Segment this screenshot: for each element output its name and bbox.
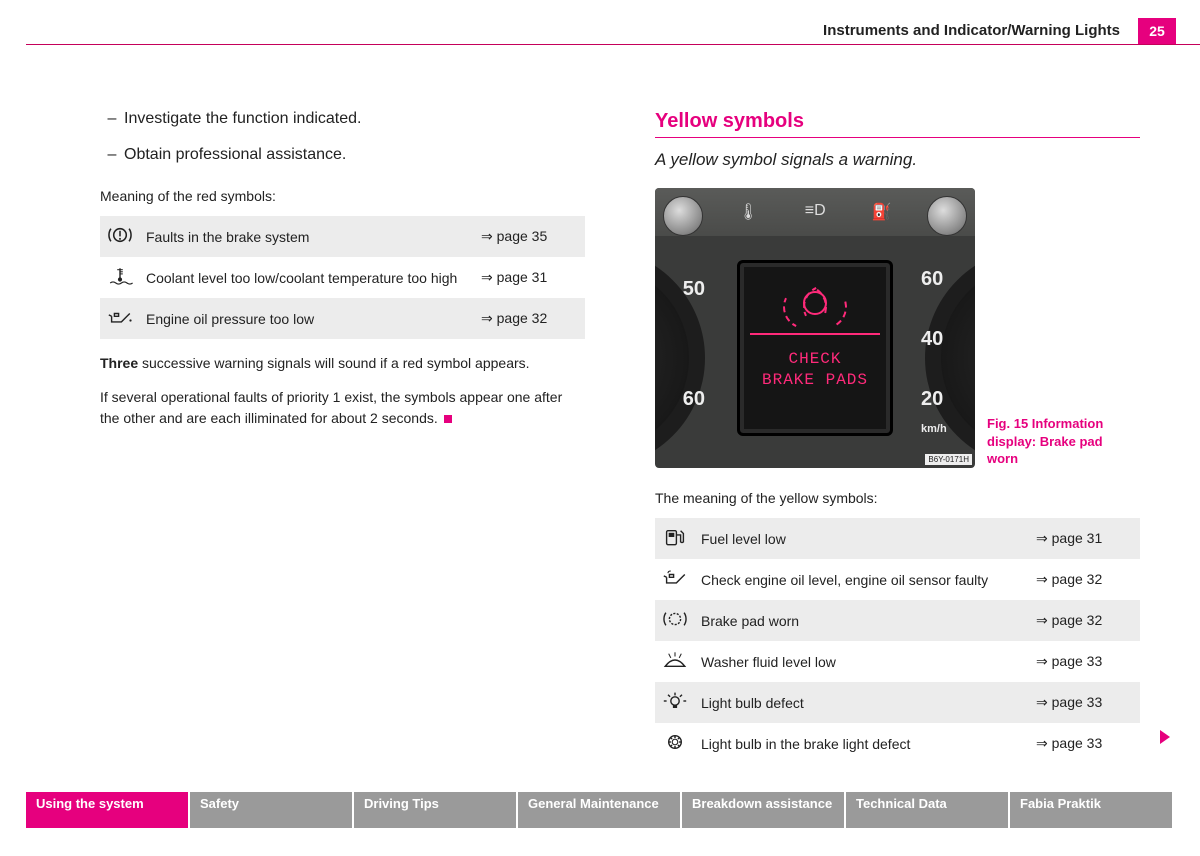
next-page-arrow-icon[interactable] [1160, 730, 1170, 744]
dashboard-figure: 🌡 ≡D ⛽ 50 60 60 40 20 km/h [655, 188, 975, 468]
para-text: successive warning signals will sound if… [138, 355, 529, 371]
end-square-icon [444, 415, 452, 423]
page-ref: ⇒ page 32 [1030, 559, 1140, 600]
tab-safety[interactable]: Safety [190, 792, 352, 828]
top-icon-row: 🌡 ≡D ⛽ [715, 202, 915, 222]
symbol-description: Light bulb in the brake light defect [695, 723, 1030, 764]
bulb-icon [655, 682, 695, 723]
symbol-description: Engine oil pressure too low [140, 298, 475, 339]
dash: – [100, 110, 124, 128]
rpm-number: 50 [683, 278, 705, 301]
paragraph: Three successive warning signals will so… [100, 353, 585, 373]
washer-icon [655, 641, 695, 682]
table-row: Fuel level low ⇒ page 31 [655, 518, 1140, 559]
brake-pad-icon [655, 600, 695, 641]
coolant-icon [100, 257, 140, 298]
heading-rule [655, 137, 1140, 138]
content-area: – Investigate the function indicated. – … [100, 110, 1140, 776]
brake-pad-warning-icon [791, 285, 839, 321]
symbol-description: Coolant level too low/coolant temperatur… [140, 257, 475, 298]
strong-word: Three [100, 355, 138, 371]
figure-caption: Fig. 15 Information display: Brake pad w… [987, 415, 1137, 468]
bullet-text: Obtain professional assistance. [124, 146, 346, 164]
table-row: Faults in the brake system ⇒ page 35 [100, 216, 585, 257]
bullet-list: – Investigate the function indicated. – … [100, 110, 585, 164]
table-row: Washer fluid level low ⇒ page 33 [655, 641, 1140, 682]
symbol-description: Brake pad worn [695, 600, 1030, 641]
tab-technical-data[interactable]: Technical Data [846, 792, 1008, 828]
speed-number: 40 [921, 328, 943, 351]
figure-ref-code: B6Y-0171H [925, 454, 972, 465]
page-ref: ⇒ page 35 [475, 216, 585, 257]
figure-wrap: 🌡 ≡D ⛽ 50 60 60 40 20 km/h [655, 188, 1140, 468]
table-row: Check engine oil level, engine oil senso… [655, 559, 1140, 600]
speed-number: 60 [921, 268, 943, 291]
section-heading: Yellow symbols [655, 110, 1140, 133]
left-column: – Investigate the function indicated. – … [100, 110, 585, 776]
tab-using-system[interactable]: Using the system [26, 792, 188, 828]
list-item: – Investigate the function indicated. [100, 110, 585, 128]
table-row: Brake pad worn ⇒ page 32 [655, 600, 1140, 641]
list-item: – Obtain professional assistance. [100, 146, 585, 164]
fuel-gauge-icon [927, 196, 967, 236]
page-ref: ⇒ page 32 [475, 298, 585, 339]
yellow-symbols-table: Fuel level low ⇒ page 31 Check engine oi… [655, 518, 1140, 764]
table-row: Coolant level too low/coolant temperatur… [100, 257, 585, 298]
tab-fabia-praktik[interactable]: Fabia Praktik [1010, 792, 1172, 828]
page-ref: ⇒ page 31 [1030, 518, 1140, 559]
page-number-badge: 25 [1138, 18, 1176, 44]
rpm-number: 60 [683, 388, 705, 411]
brake-warning-icon [100, 216, 140, 257]
tab-driving-tips[interactable]: Driving Tips [354, 792, 516, 828]
page-ref: ⇒ page 33 [1030, 682, 1140, 723]
symbol-description: Fuel level low [695, 518, 1030, 559]
header-rule [26, 44, 1200, 45]
meaning-label: Meaning of the red symbols: [100, 188, 585, 204]
page-ref: ⇒ page 33 [1030, 723, 1140, 764]
fuel-icon: ⛽ [872, 202, 892, 222]
speed-unit: km/h [921, 423, 947, 435]
para-text: If several operational faults of priorit… [100, 389, 562, 425]
symbol-description: Washer fluid level low [695, 641, 1030, 682]
headlight-icon: ≡D [805, 202, 826, 222]
bulb-brake-icon [655, 723, 695, 764]
symbol-description: Light bulb defect [695, 682, 1030, 723]
page-ref: ⇒ page 33 [1030, 641, 1140, 682]
header-title: Instruments and Indicator/Warning Lights [823, 22, 1120, 39]
page-ref: ⇒ page 32 [1030, 600, 1140, 641]
display-text-line1: CHECK [788, 350, 841, 368]
table-row: Light bulb in the brake light defect ⇒ p… [655, 723, 1140, 764]
table-row: Light bulb defect ⇒ page 33 [655, 682, 1140, 723]
oil-can-icon [655, 559, 695, 600]
right-column: Yellow symbols A yellow symbol signals a… [655, 110, 1140, 776]
symbol-description: Faults in the brake system [140, 216, 475, 257]
tab-general-maintenance[interactable]: General Maintenance [518, 792, 680, 828]
tab-breakdown-assistance[interactable]: Breakdown assistance [682, 792, 844, 828]
speed-number: 20 [921, 388, 943, 411]
section-subtitle: A yellow symbol signals a warning. [655, 150, 1140, 170]
dash: – [100, 146, 124, 164]
paragraph: If several operational faults of priorit… [100, 387, 585, 428]
table-row: Engine oil pressure too low ⇒ page 32 [100, 298, 585, 339]
red-symbols-table: Faults in the brake system ⇒ page 35 Coo… [100, 216, 585, 339]
bullet-text: Investigate the function indicated. [124, 110, 362, 128]
fuel-icon [655, 518, 695, 559]
symbol-description: Check engine oil level, engine oil senso… [695, 559, 1030, 600]
info-display: CHECK BRAKE PADS [737, 260, 893, 436]
page-ref: ⇒ page 31 [475, 257, 585, 298]
temp-gauge-icon [663, 196, 703, 236]
temp-icon: 🌡 [738, 202, 758, 222]
bottom-tabs: Using the system Safety Driving Tips Gen… [26, 792, 1174, 828]
display-text-line2: BRAKE PADS [762, 371, 868, 389]
oil-can-icon [100, 298, 140, 339]
meaning-label: The meaning of the yellow symbols: [655, 490, 1140, 506]
